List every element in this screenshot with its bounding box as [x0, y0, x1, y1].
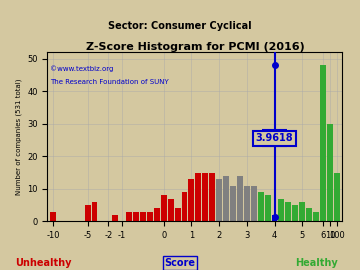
- Bar: [161, 195, 167, 221]
- Text: ©www.textbiz.org: ©www.textbiz.org: [50, 66, 114, 72]
- Bar: [147, 212, 153, 221]
- Bar: [133, 212, 139, 221]
- Bar: [189, 179, 194, 221]
- Bar: [50, 212, 56, 221]
- Bar: [216, 179, 222, 221]
- Bar: [306, 208, 312, 221]
- Bar: [202, 173, 208, 221]
- Bar: [209, 173, 215, 221]
- Y-axis label: Number of companies (531 total): Number of companies (531 total): [15, 79, 22, 195]
- Bar: [91, 202, 98, 221]
- Bar: [237, 176, 243, 221]
- Text: Score: Score: [165, 258, 195, 268]
- Bar: [334, 173, 340, 221]
- Bar: [181, 192, 188, 221]
- Bar: [292, 205, 298, 221]
- Bar: [271, 215, 278, 221]
- Bar: [175, 208, 180, 221]
- Text: The Research Foundation of SUNY: The Research Foundation of SUNY: [50, 79, 169, 85]
- Bar: [154, 208, 160, 221]
- Text: Healthy: Healthy: [296, 258, 338, 268]
- Bar: [168, 199, 174, 221]
- Bar: [195, 173, 201, 221]
- Bar: [265, 195, 270, 221]
- Bar: [230, 185, 236, 221]
- Bar: [126, 212, 132, 221]
- Bar: [313, 212, 319, 221]
- Title: Z-Score Histogram for PCMI (2016): Z-Score Histogram for PCMI (2016): [86, 42, 304, 52]
- Bar: [320, 65, 326, 221]
- Bar: [258, 192, 264, 221]
- Bar: [251, 185, 257, 221]
- Bar: [244, 185, 250, 221]
- Bar: [112, 215, 118, 221]
- Text: 3.9618: 3.9618: [256, 133, 293, 143]
- Bar: [85, 205, 90, 221]
- Text: Unhealthy: Unhealthy: [15, 258, 71, 268]
- Bar: [223, 176, 229, 221]
- Bar: [140, 212, 146, 221]
- Bar: [327, 124, 333, 221]
- Bar: [279, 199, 284, 221]
- Bar: [299, 202, 305, 221]
- Bar: [285, 202, 291, 221]
- Text: Sector: Consumer Cyclical: Sector: Consumer Cyclical: [108, 21, 252, 31]
